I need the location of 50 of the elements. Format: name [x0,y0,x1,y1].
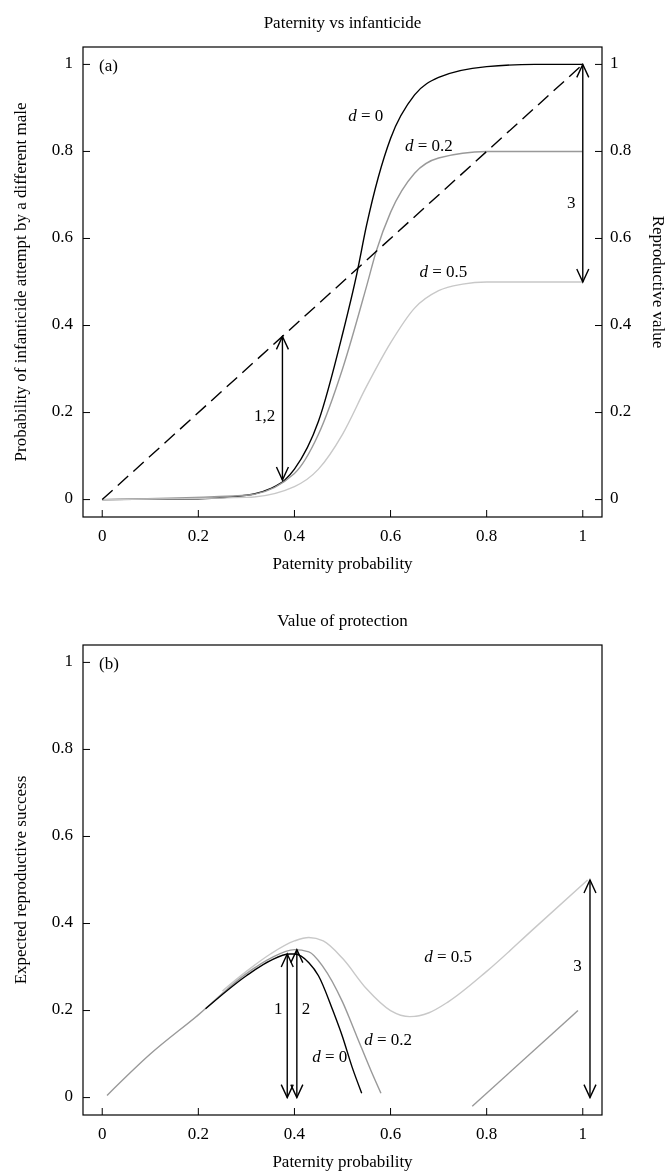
x-tick-label: 0.4 [283,1124,306,1143]
x-tick-label: 0.2 [187,526,209,545]
x-tick-label: 0.2 [187,1124,209,1143]
x-tick-label: 0.4 [283,526,306,545]
series-label: 2 [301,999,311,1019]
y-tick-label: 0.4 [51,314,74,334]
y-tick-label: 0.8 [51,738,73,758]
series-label: 1,2 [253,405,276,425]
series-label: d = 0 [348,105,384,125]
y-axis-title: Expected reproductive success [10,775,30,985]
y2-axis-title: Reproductive value [649,215,669,349]
y-tick-label: 0.6 [51,825,73,845]
y-tick-label: 0.4 [51,912,74,932]
annotation: (a) [99,55,118,75]
annotation: (b) [99,653,119,673]
y-tick-label: 0.2 [51,999,73,1019]
chart-title: Value of protection [277,611,409,630]
series-label: d = 0.2 [364,1029,412,1049]
y-axis-title: Probability of infanticide attempt by a different male [10,102,30,462]
series-label: d = 0 [312,1047,348,1067]
y2-tick-label: 0.6 [610,227,632,247]
chart-title: Paternity vs infanticide [263,13,422,32]
y2-tick-label: 0.8 [610,140,632,160]
series-label: 1 [273,999,283,1019]
y-tick-label: 0 [64,1086,73,1106]
y-tick-label: 1 [64,53,73,73]
x-tick-label: 0 [97,1124,107,1143]
series-label: 3 [573,955,582,975]
y-tick-label: 0.8 [51,140,73,160]
x-tick-label: 1 [578,1124,588,1143]
y2-tick-label: 0 [610,488,619,508]
x-tick-label: 0 [97,526,107,545]
x-tick-label: 1 [578,526,588,545]
y-tick-label: 1 [64,651,73,671]
x-tick-label: 0.6 [379,1124,402,1143]
y-tick-label: 0 [64,488,73,508]
series-label: d = 0.5 [419,262,468,282]
x-tick-label: 0.8 [476,1124,498,1143]
y-tick-label: 0.2 [51,401,73,421]
series-label: d = 0.2 [404,136,453,155]
series-label: 3 [567,192,576,212]
y2-tick-label: 1 [610,53,619,73]
x-tick-label: 0.8 [476,526,498,545]
x-axis-title: Paternity probability [272,1152,414,1171]
x-tick-label: 0.6 [379,526,402,545]
y2-tick-label: 0.2 [610,401,632,421]
y-tick-label: 0.6 [51,227,73,247]
y2-tick-label: 0.4 [610,314,632,334]
x-axis-title: Paternity probability [272,554,414,573]
series-label: d = 0.5 [424,947,473,967]
